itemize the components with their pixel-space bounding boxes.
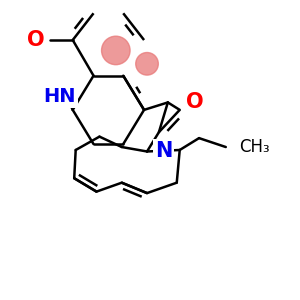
Text: CH₃: CH₃ [239, 138, 270, 156]
Text: O: O [27, 30, 44, 50]
Circle shape [136, 52, 158, 75]
Circle shape [102, 36, 130, 65]
Text: N: N [155, 142, 172, 161]
Text: O: O [186, 92, 203, 112]
Text: HN: HN [43, 87, 76, 106]
